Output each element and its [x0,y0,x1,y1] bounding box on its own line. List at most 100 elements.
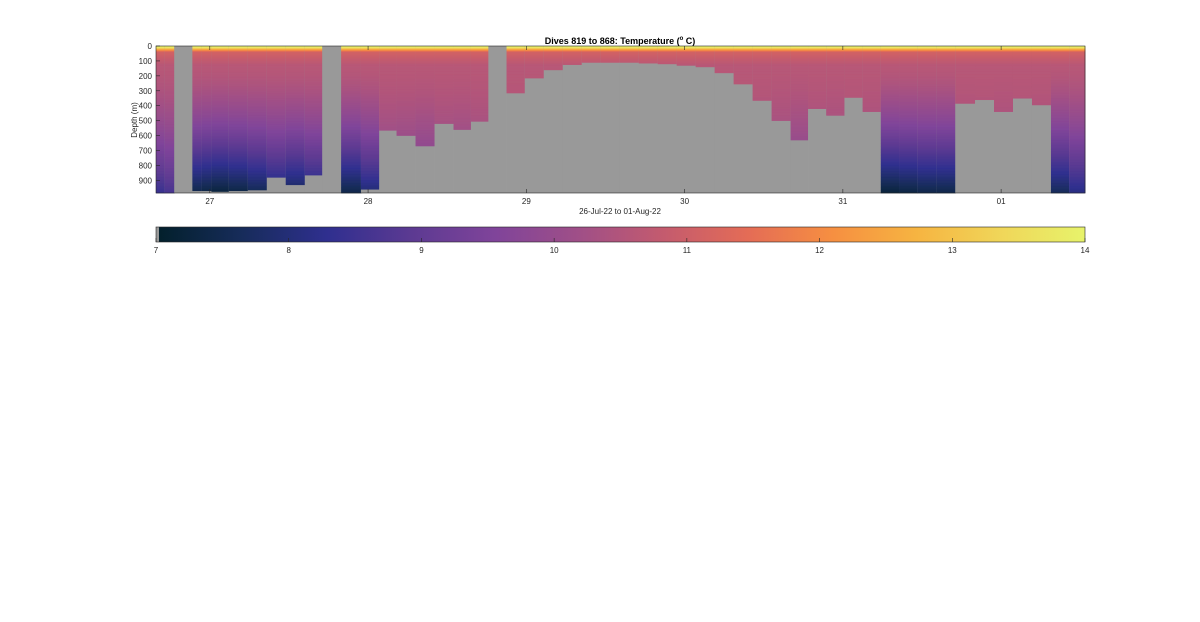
temperature-cell [164,97,175,99]
temperature-cell [247,110,268,112]
temperature-cell [752,82,773,84]
temperature-cell [880,98,900,100]
temperature-cell [771,74,792,76]
temperature-cell [880,173,900,175]
dive-profile-15 [396,46,416,193]
temperature-cell [415,70,435,72]
temperature-cell [211,56,230,58]
temperature-cell [434,80,454,82]
temperature-cell [164,110,175,112]
temperature-cell [434,112,454,114]
temperature-cell [304,93,323,95]
temperature-cell [228,147,249,149]
temperature-cell [164,181,175,183]
temperature-cell [285,181,306,183]
temperature-cell [211,57,230,59]
temperature-cell [360,113,380,115]
temperature-cell [360,130,380,132]
temperature-cell [379,55,397,57]
temperature-cell [192,134,203,136]
temperature-cell [285,66,306,68]
temperature-cell [562,51,583,54]
temperature-cell [228,118,249,120]
temperature-cell [192,175,203,177]
temperature-cell [917,81,937,83]
temperature-cell [247,54,268,57]
temperature-cell [304,169,323,171]
temperature-cell [880,174,900,176]
temperature-cell [899,79,918,81]
temperature-cell [396,134,416,136]
temperature-cell [341,57,362,59]
temperature-cell [304,113,323,115]
temperature-cell [826,88,845,90]
temperature-cell [192,189,203,191]
temperature-cell [917,115,937,117]
temperature-cell [808,60,827,62]
temperature-cell [936,142,956,144]
temperature-cell [899,82,918,84]
temperature-cell [341,55,362,57]
temperature-cell [396,84,416,86]
temperature-cell [156,57,166,59]
temperature-cell [862,81,882,83]
temperature-cell [228,91,249,93]
temperature-cell [899,137,918,139]
temperature-cell [164,59,175,61]
temperature-cell [453,110,472,112]
temperature-cell [917,166,937,168]
temperature-cell [917,66,937,68]
temperature-cell [156,94,166,96]
temperature-cell [156,152,166,154]
temperature-cell [360,132,380,134]
temperature-cell [341,93,362,95]
temperature-cell [733,46,754,48]
temperature-cell [247,74,268,76]
temperature-cell [790,67,809,69]
temperature-cell [360,110,380,112]
temperature-cell [676,53,697,55]
temperature-cell [341,178,362,180]
temperature-cell [880,134,900,136]
temperature-cell [156,123,166,125]
temperature-cell [396,134,416,136]
temperature-cell [524,57,545,59]
temperature-cell [304,60,323,62]
temperature-cell [880,61,900,63]
temperature-cell [917,113,937,115]
temperature-cell [733,64,754,66]
temperature-cell [341,63,362,65]
temperature-cell [790,90,809,92]
temperature-cell [396,81,416,83]
temperature-cell [201,60,212,62]
temperature-cell [470,59,489,61]
temperature-cell [285,160,306,162]
temperature-cell [714,57,735,59]
temperature-cell [600,61,621,63]
temperature-cell [164,108,175,110]
temperature-cell [917,92,937,94]
temperature-cell [808,86,827,88]
temperature-cell [211,74,230,76]
temperature-cell [304,105,323,107]
temperature-cell [211,143,230,145]
temperature-cell [396,87,416,89]
temperature-cell [899,136,918,138]
temperature-cell [396,98,416,101]
temperature-cell [657,54,678,56]
temperature-cell [156,66,166,68]
temperature-cell [228,90,249,92]
temperature-cell [790,88,809,90]
temperature-cell [211,131,230,133]
temperature-cell [360,114,380,116]
temperature-cell [156,166,166,168]
temperature-cell [434,78,454,80]
temperature-cell [470,51,489,54]
temperature-cell [360,71,380,73]
temperature-cell [211,46,230,48]
temperature-cell [880,156,900,158]
temperature-cell [266,89,287,91]
temperature-cell [266,107,287,109]
temperature-cell [470,84,489,86]
temperature-cell [917,76,937,78]
